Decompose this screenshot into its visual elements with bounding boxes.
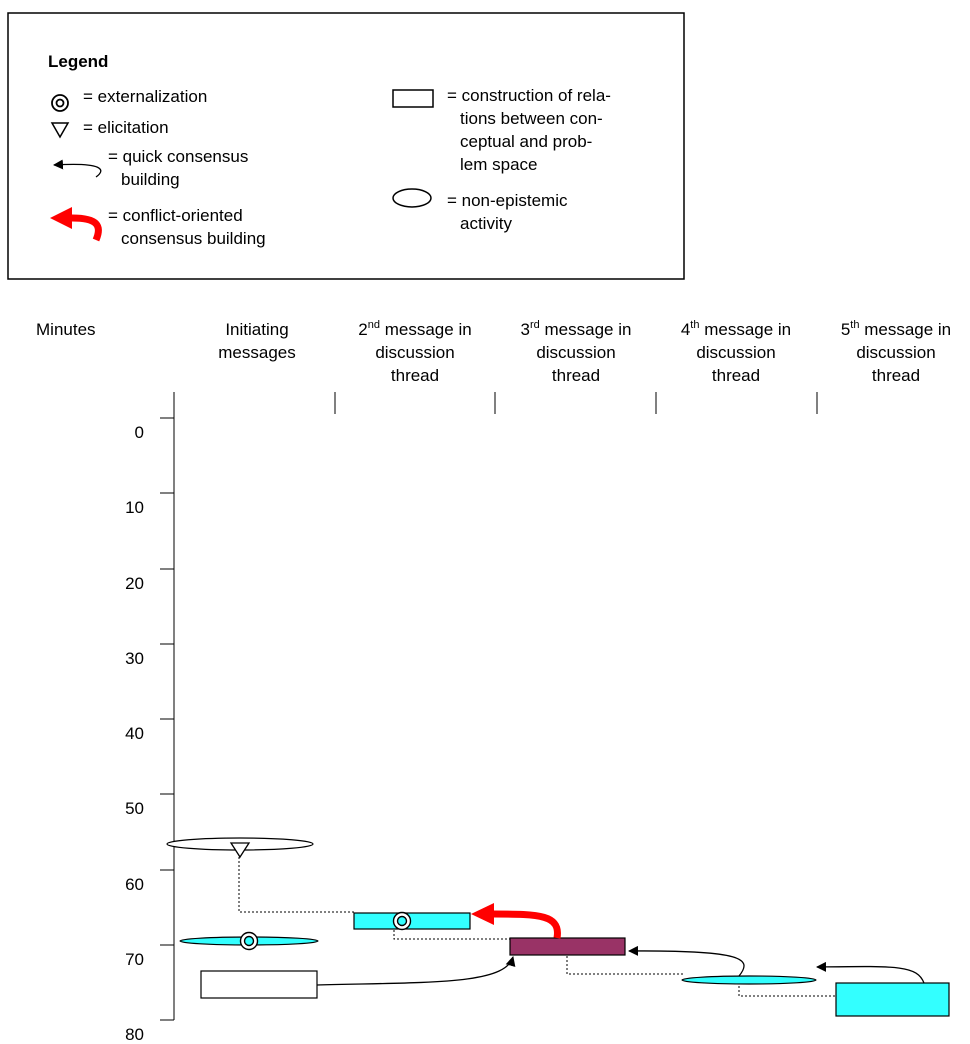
column-headers: Minutes Initiating messages 2nd message … xyxy=(36,319,951,385)
legend-nonepi-2: activity xyxy=(460,214,512,233)
initiating-construction-rect xyxy=(200,970,318,999)
col4-line2: discussion xyxy=(696,343,775,362)
construction-icon xyxy=(392,89,434,108)
col-header-3rd: 3rd message in discussion thread xyxy=(521,319,632,385)
tick-label-50: 50 xyxy=(125,799,144,818)
quick-consensus-arrow-1 xyxy=(316,956,516,986)
col-header-2nd: 2nd message in discussion thread xyxy=(358,319,471,385)
legend-title: Legend xyxy=(48,52,108,71)
legend-box xyxy=(7,12,685,280)
externalization-icon xyxy=(392,911,412,931)
col1-line2: messages xyxy=(218,343,295,362)
externalization-icon xyxy=(51,94,69,112)
tick-label-0: 0 xyxy=(135,423,144,442)
col-header-initiating: Initiating messages xyxy=(218,320,295,362)
tick-label-80: 80 xyxy=(125,1025,144,1044)
col4-line3: thread xyxy=(712,366,760,385)
conflict-consensus-arrow xyxy=(471,903,561,939)
col5-line2: discussion xyxy=(856,343,935,362)
col-header-4th: 4th message in discussion thread xyxy=(681,319,791,385)
col1-line1: Initiating xyxy=(225,320,288,339)
fifth-message-rect xyxy=(835,982,950,1017)
col5-line1: 5th message in xyxy=(841,319,951,339)
axis-title: Minutes xyxy=(36,320,96,339)
legend: Legend = externalization = elicitation =… xyxy=(7,12,685,280)
tick-label-20: 20 xyxy=(125,574,144,593)
column-separators xyxy=(334,392,818,414)
legend-conflict-1: = conflict-oriented xyxy=(108,206,243,225)
elicitation-icon xyxy=(229,842,251,859)
col3-line3: thread xyxy=(552,366,600,385)
col-header-5th: 5th message in discussion thread xyxy=(841,319,951,385)
non-epistemic-icon xyxy=(392,188,432,208)
conflict-consensus-icon xyxy=(50,207,102,242)
third-message-rect xyxy=(509,937,626,956)
legend-elicitation: = elicitation xyxy=(83,118,169,137)
quick-consensus-icon xyxy=(53,159,102,178)
tick-label-30: 30 xyxy=(125,649,144,668)
quick-consensus-arrow-2 xyxy=(628,945,745,977)
fourth-message-ellipse xyxy=(681,975,817,985)
col2-line3: thread xyxy=(391,366,439,385)
tick-label-60: 60 xyxy=(125,875,144,894)
col3-line2: discussion xyxy=(536,343,615,362)
col2-line1: 2nd message in xyxy=(358,319,471,339)
legend-construction-2: tions between con- xyxy=(460,109,603,128)
col2-line2: discussion xyxy=(375,343,454,362)
dotted-connectors xyxy=(238,853,836,997)
legend-construction-1: = construction of rela- xyxy=(447,86,611,105)
tick-label-40: 40 xyxy=(125,724,144,743)
legend-construction-3: ceptual and prob- xyxy=(460,132,592,151)
col5-line3: thread xyxy=(872,366,920,385)
externalization-icon xyxy=(239,931,259,951)
tick-label-70: 70 xyxy=(125,950,144,969)
legend-nonepi-1: = non-epistemic xyxy=(447,191,568,210)
col3-line1: 3rd message in xyxy=(521,319,632,339)
elicitation-icon xyxy=(50,122,70,139)
legend-quick-1: = quick consensus xyxy=(108,147,248,166)
legend-quick-2: building xyxy=(121,170,180,189)
col4-line1: 4th message in xyxy=(681,319,791,339)
quick-consensus-arrow-3 xyxy=(816,961,925,984)
legend-conflict-2: consensus building xyxy=(121,229,266,248)
tick-label-10: 10 xyxy=(125,498,144,517)
legend-construction-4: lem space xyxy=(460,155,537,174)
second-message-rect xyxy=(353,912,471,930)
time-axis: 0 10 20 30 40 50 60 70 80 xyxy=(125,392,175,1044)
legend-externalization: = externalization xyxy=(83,87,207,106)
